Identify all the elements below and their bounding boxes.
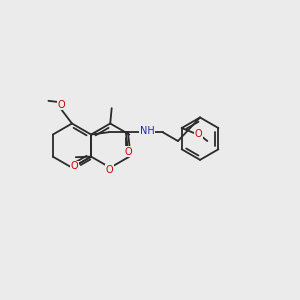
- Text: O: O: [195, 129, 202, 139]
- Text: O: O: [124, 147, 132, 157]
- Text: NH: NH: [140, 126, 155, 136]
- Text: O: O: [71, 161, 78, 171]
- Text: O: O: [106, 165, 113, 175]
- Text: O: O: [58, 100, 65, 110]
